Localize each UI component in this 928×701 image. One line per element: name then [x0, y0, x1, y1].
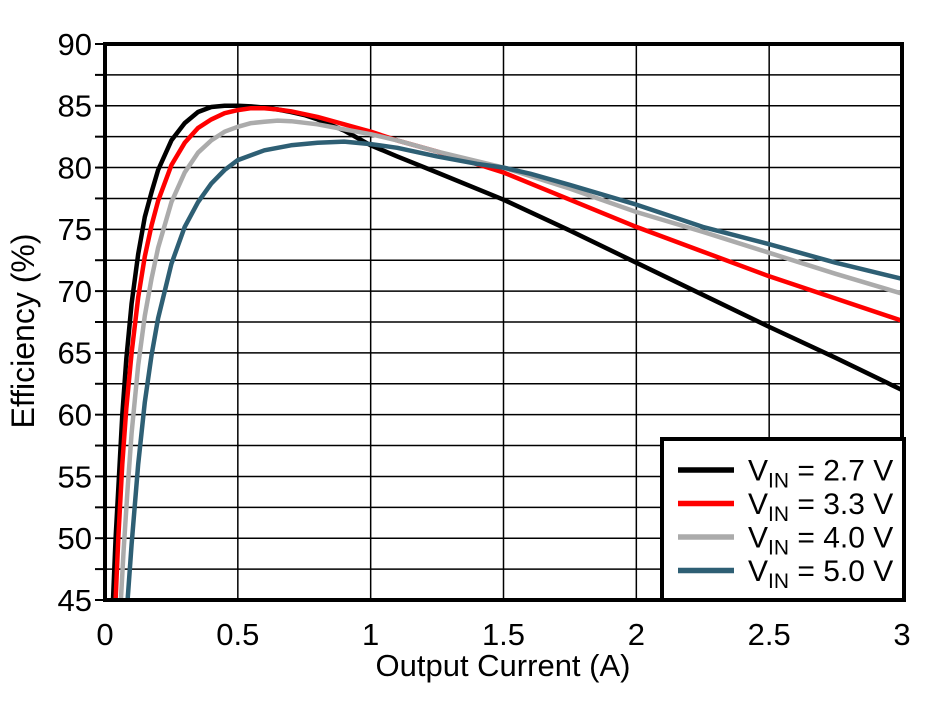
- y-tick-label: 55: [58, 459, 92, 494]
- gridlines: [104, 43, 903, 601]
- y-tick-label: 65: [58, 336, 92, 371]
- x-tick-label: 3: [893, 617, 910, 652]
- legend-label: VIN = 4.0 V: [748, 522, 893, 560]
- x-tick-label: 2: [628, 617, 645, 652]
- series-line-4.0: [118, 118, 903, 601]
- x-tick-label: 2.5: [748, 617, 791, 652]
- x-tick-label: 1: [362, 617, 379, 652]
- y-tick-label: 45: [58, 583, 92, 618]
- y-tick-label: 90: [58, 27, 92, 62]
- x-tick-label: 0: [96, 617, 113, 652]
- x-axis-tick-labels: 0 0.5 1 1.5 2 2.5 3: [96, 617, 910, 652]
- series-line-5.0: [125, 139, 903, 601]
- x-axis-title: Output Current (A): [376, 648, 631, 683]
- y-tick-label: 85: [58, 89, 92, 124]
- y-tick-label: 50: [58, 521, 92, 556]
- y-axis-ticks: [95, 43, 105, 601]
- y-axis-tick-labels: 45 50 55 60 65 70 75 80 85 90: [58, 27, 92, 618]
- series-line-3.3: [113, 105, 903, 601]
- y-tick-label: 75: [58, 212, 92, 247]
- x-tick-label: 0.5: [216, 617, 259, 652]
- y-tick-label: 60: [58, 398, 92, 433]
- series-lines: [110, 103, 903, 601]
- legend-label: VIN = 3.3 V: [748, 488, 893, 526]
- legend-label: VIN = 5.0 V: [748, 555, 893, 593]
- x-tick-label: 1.5: [482, 617, 525, 652]
- y-axis-title: Efficiency (%): [5, 233, 41, 428]
- legend-label: VIN = 2.7 V: [748, 455, 893, 493]
- y-tick-label: 80: [58, 150, 92, 185]
- y-tick-label: 70: [58, 274, 92, 309]
